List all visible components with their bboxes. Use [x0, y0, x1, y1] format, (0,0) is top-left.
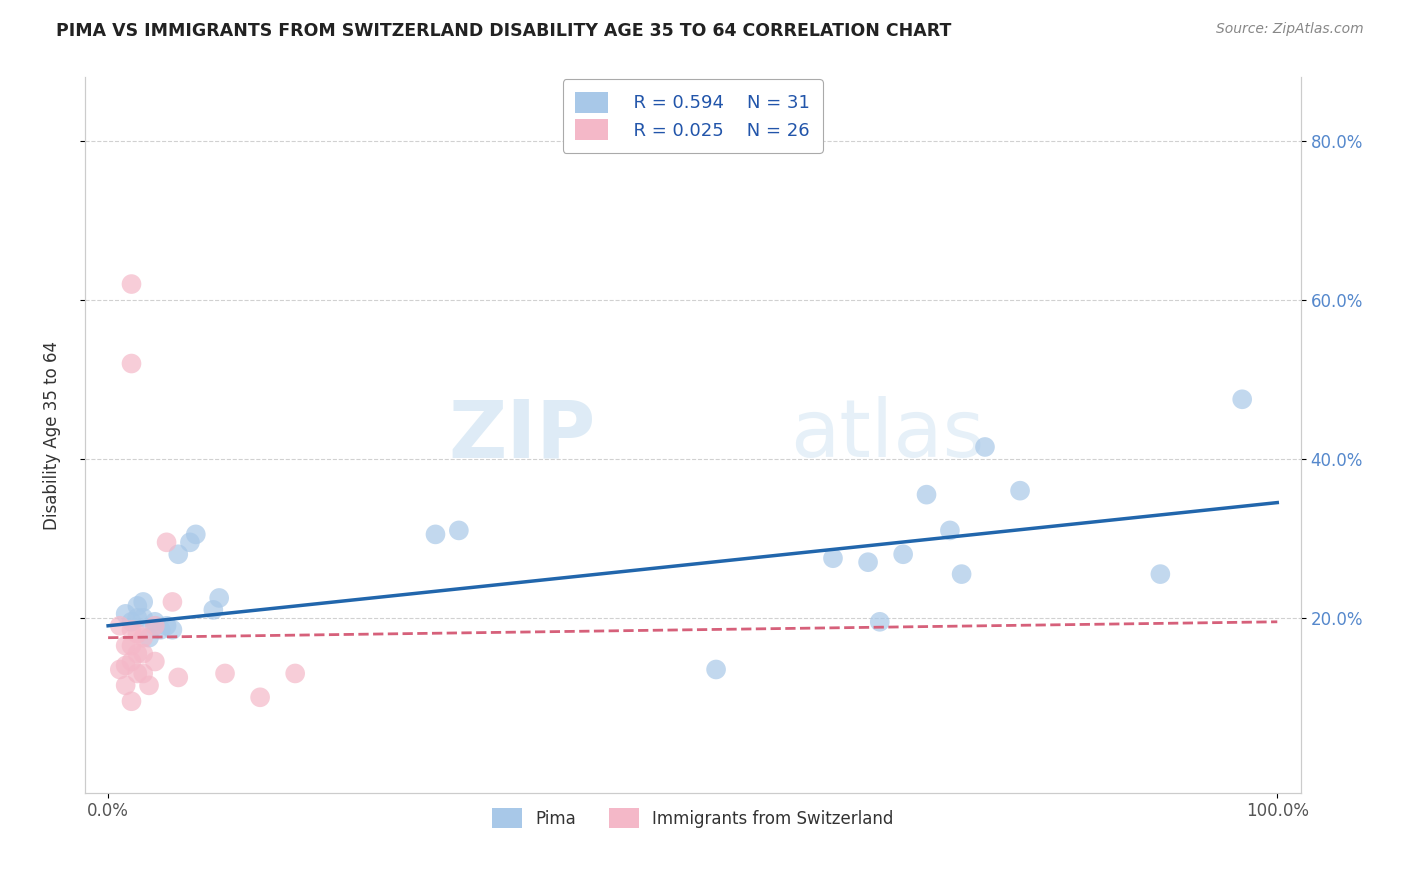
- Point: [184, 527, 207, 541]
- Text: PIMA VS IMMIGRANTS FROM SWITZERLAND DISABILITY AGE 35 TO 64 CORRELATION CHART: PIMA VS IMMIGRANTS FROM SWITZERLAND DISA…: [56, 22, 952, 40]
- Point: [114, 607, 136, 621]
- Point: [143, 615, 166, 629]
- Point: [121, 357, 143, 371]
- Point: [132, 666, 155, 681]
- Point: [974, 440, 997, 454]
- Point: [121, 694, 143, 708]
- Point: [132, 611, 155, 625]
- Point: [249, 690, 271, 705]
- Point: [1230, 392, 1253, 407]
- Point: [114, 658, 136, 673]
- Point: [155, 619, 177, 633]
- Point: [214, 666, 236, 681]
- Point: [143, 619, 166, 633]
- Point: [108, 619, 131, 633]
- Point: [143, 655, 166, 669]
- Point: [108, 663, 131, 677]
- Point: [143, 619, 166, 633]
- Point: [121, 615, 143, 629]
- Point: [162, 595, 184, 609]
- Point: [1149, 567, 1171, 582]
- Point: [149, 623, 172, 637]
- Point: [155, 535, 177, 549]
- Point: [891, 547, 914, 561]
- Point: [856, 555, 879, 569]
- Point: [132, 647, 155, 661]
- Point: [167, 547, 190, 561]
- Point: [127, 666, 149, 681]
- Point: [127, 599, 149, 613]
- Point: [127, 626, 149, 640]
- Point: [127, 611, 149, 625]
- Point: [447, 524, 470, 538]
- Point: [915, 488, 938, 502]
- Point: [114, 639, 136, 653]
- Y-axis label: Disability Age 35 to 64: Disability Age 35 to 64: [44, 341, 60, 530]
- Point: [704, 663, 727, 677]
- Point: [179, 535, 201, 549]
- Legend: Pima, Immigrants from Switzerland: Pima, Immigrants from Switzerland: [485, 802, 900, 834]
- Point: [939, 524, 962, 538]
- Point: [162, 623, 184, 637]
- Point: [121, 639, 143, 653]
- Point: [208, 591, 231, 605]
- Point: [121, 623, 143, 637]
- Point: [127, 647, 149, 661]
- Point: [950, 567, 973, 582]
- Point: [284, 666, 307, 681]
- Point: [132, 595, 155, 609]
- Text: atlas: atlas: [790, 396, 984, 474]
- Point: [138, 631, 160, 645]
- Point: [202, 603, 225, 617]
- Point: [821, 551, 844, 566]
- Text: Source: ZipAtlas.com: Source: ZipAtlas.com: [1216, 22, 1364, 37]
- Point: [132, 631, 155, 645]
- Point: [138, 678, 160, 692]
- Point: [121, 655, 143, 669]
- Point: [114, 678, 136, 692]
- Text: ZIP: ZIP: [449, 396, 595, 474]
- Point: [167, 670, 190, 684]
- Point: [425, 527, 447, 541]
- Point: [1010, 483, 1032, 498]
- Point: [121, 277, 143, 291]
- Point: [869, 615, 891, 629]
